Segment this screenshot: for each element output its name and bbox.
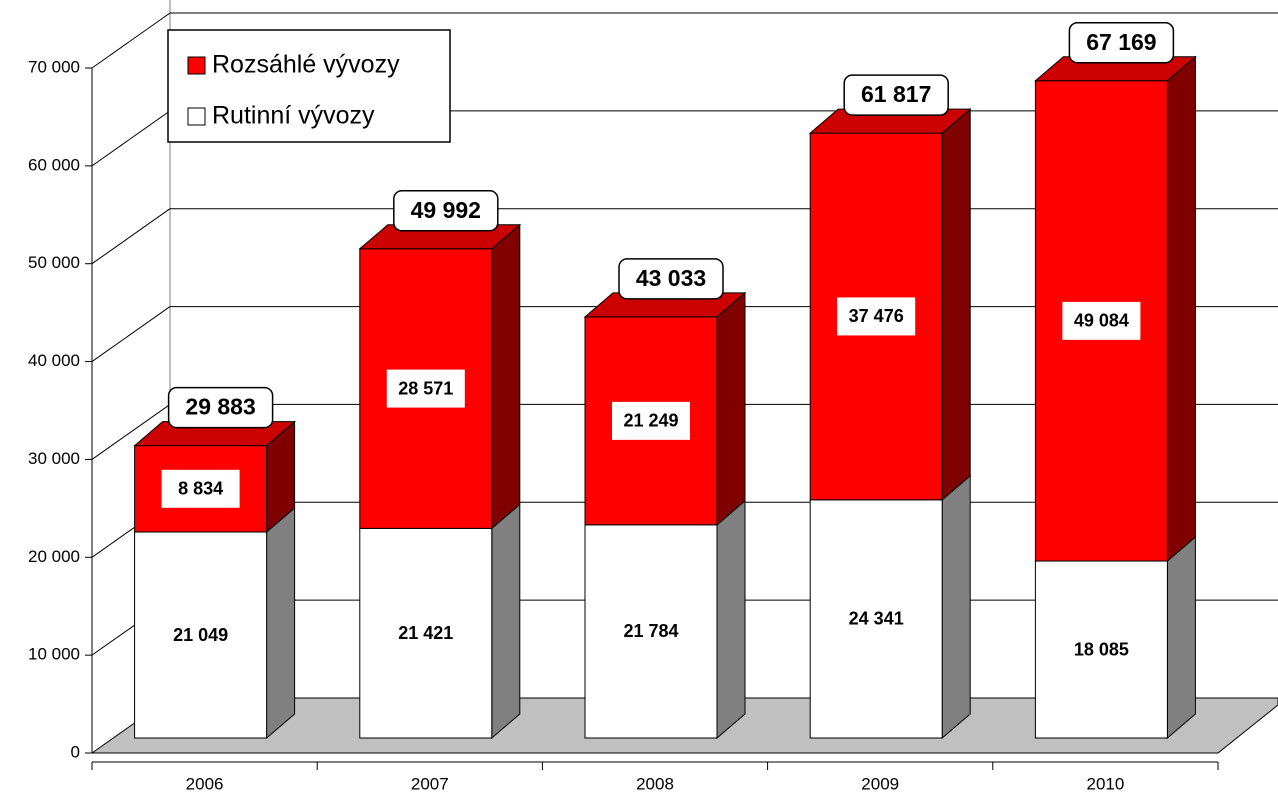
y-tick-label: 10 000 [28,645,80,664]
total-label: 29 883 [185,394,255,420]
x-tick-label: 2006 [186,774,224,793]
value-label: 49 084 [1074,311,1129,331]
legend-swatch [187,107,206,126]
y-tick-label: 40 000 [28,351,80,370]
y-tick-label: 60 000 [28,155,80,174]
grid-line [91,208,171,265]
total-label-box [167,386,274,429]
total-label: 61 817 [861,81,931,107]
total-label: 67 169 [1086,29,1156,55]
x-tick-label: 2007 [411,774,449,793]
total-label-box [1068,21,1175,64]
y-tick-label: 0 [71,742,80,761]
y-tick-label: 30 000 [28,449,80,468]
value-label-box [1062,301,1141,340]
value-label-box [386,614,465,653]
y-tick-label: 70 000 [28,57,80,76]
bar-side [491,223,521,530]
value-label-box [386,369,465,408]
bar-side [716,499,746,740]
x-tick-label: 2010 [1086,774,1124,793]
bar-side [1166,55,1196,563]
grid-line [91,110,171,167]
total-label-box [618,258,724,300]
bar-side [941,474,971,740]
legend-swatch [187,56,206,75]
total-label-box [843,74,949,116]
value-label: 21 249 [623,411,678,431]
value-label-box [612,401,690,440]
y-tick-label: 50 000 [28,253,80,272]
grid-line [91,404,171,460]
value-label: 21 784 [623,621,678,641]
x-tick-label: 2009 [861,774,899,793]
value-label-box [837,599,916,638]
value-label: 8 834 [178,479,223,499]
y-tick-label: 20 000 [28,547,80,566]
x-tick-label: 2008 [636,774,674,793]
value-label: 21 421 [398,623,453,643]
bar-side [266,506,296,740]
value-label: 28 571 [398,378,453,398]
bar-side [941,107,971,501]
value-label-box [1062,630,1141,669]
value-label-box [612,612,690,651]
bar-side [716,291,746,526]
legend-label: Rozsáhlé vývozy [212,51,400,79]
legend [167,29,451,143]
value-label: 18 085 [1074,639,1129,659]
total-label: 43 033 [636,265,706,291]
value-label-box [161,616,240,655]
bar-side [1166,535,1196,740]
total-label: 49 992 [411,197,481,223]
value-label: 37 476 [849,306,904,326]
bar-side [491,503,521,740]
value-label: 24 341 [849,609,904,629]
legend-label: Rutinní vývozy [212,102,375,130]
total-label-box [393,190,499,232]
value-label-box [161,469,240,508]
value-label: 21 049 [173,625,228,645]
grid-line [91,12,171,69]
value-label-box [837,297,916,336]
grid-line [91,306,171,362]
